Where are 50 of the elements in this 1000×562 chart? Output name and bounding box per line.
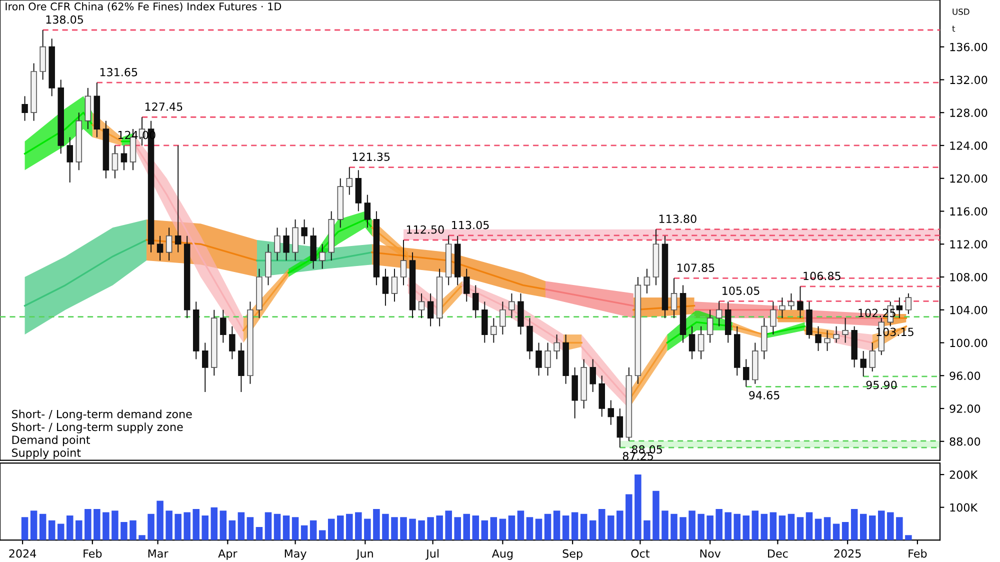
- ref-line-label: 127.45: [145, 102, 182, 111]
- y-tick-label: 92.00: [950, 404, 980, 413]
- y-tick-label: 88.00: [950, 437, 980, 446]
- y-tick-label: 120.00: [950, 174, 988, 183]
- ref-line-label: 88.05: [632, 445, 662, 454]
- y-tick-label: 100K: [950, 503, 978, 512]
- chart-title: Iron Ore CFR China (62% Fe Fines) Index Futures · 1D: [6, 2, 282, 12]
- ref-line-label: 113.05: [452, 220, 489, 230]
- y-tick-label: 136.00: [950, 42, 988, 52]
- text: t: [952, 26, 956, 32]
- x-tick-label: Mar: [148, 549, 168, 558]
- annotation: Short- / Long-term supply zone: [12, 422, 183, 434]
- y-tick-label: 96.00: [950, 372, 980, 380]
- y-tick-label: 116.00: [950, 207, 988, 216]
- annotation: Short- / Long-term demand zone: [12, 410, 192, 420]
- y-tick-label: 200K: [950, 470, 978, 479]
- x-tick-label: 2024: [9, 549, 36, 558]
- x-tick-label: May: [284, 549, 306, 560]
- x-tick-label: Jul: [426, 549, 438, 560]
- ref-line-label: 121.35: [352, 152, 390, 161]
- y-tick-label: 132.00: [950, 76, 988, 84]
- x-tick-label: Jun: [356, 549, 373, 560]
- ref-line-label: 94.65: [749, 391, 780, 400]
- ref-line-label: 113.80: [659, 214, 696, 224]
- x-tick-label: Nov: [700, 549, 721, 558]
- x-tick-label: Dec: [768, 549, 788, 558]
- text: USD: [952, 8, 970, 15]
- x-tick-label: 2025: [834, 549, 861, 558]
- y-tick-label: 108.00: [950, 272, 988, 282]
- y-tick-label: 124.00: [950, 141, 988, 150]
- x-tick-label: Feb: [908, 549, 927, 558]
- x-tick-label: Sep: [562, 549, 582, 560]
- ref-line-label: 87.25: [622, 452, 653, 460]
- ref-line-label: 106.85: [804, 272, 840, 280]
- ref-line-label: 131.65: [100, 68, 138, 76]
- ref-line-label: 105.05: [722, 286, 760, 295]
- ref-line-label: 107.85: [677, 264, 714, 272]
- annotation: Supply point: [12, 448, 81, 460]
- ref-line-label: 138.05: [46, 15, 83, 24]
- annotation: Demand point: [12, 435, 90, 446]
- x-tick-label: Apr: [218, 549, 238, 560]
- x-tick-label: Feb: [84, 549, 102, 558]
- x-tick-label: Oct: [631, 549, 650, 558]
- y-tick-label: 104.00: [950, 306, 988, 314]
- y-tick-label: 112.00: [950, 240, 988, 248]
- ref-line-label: 95.90: [866, 380, 897, 390]
- ref-line-label: 112.50: [406, 225, 444, 234]
- y-tick-label: 128.00: [950, 108, 988, 117]
- x-tick-label: Aug: [492, 549, 513, 560]
- y-tick-label: 100.00: [950, 338, 988, 348]
